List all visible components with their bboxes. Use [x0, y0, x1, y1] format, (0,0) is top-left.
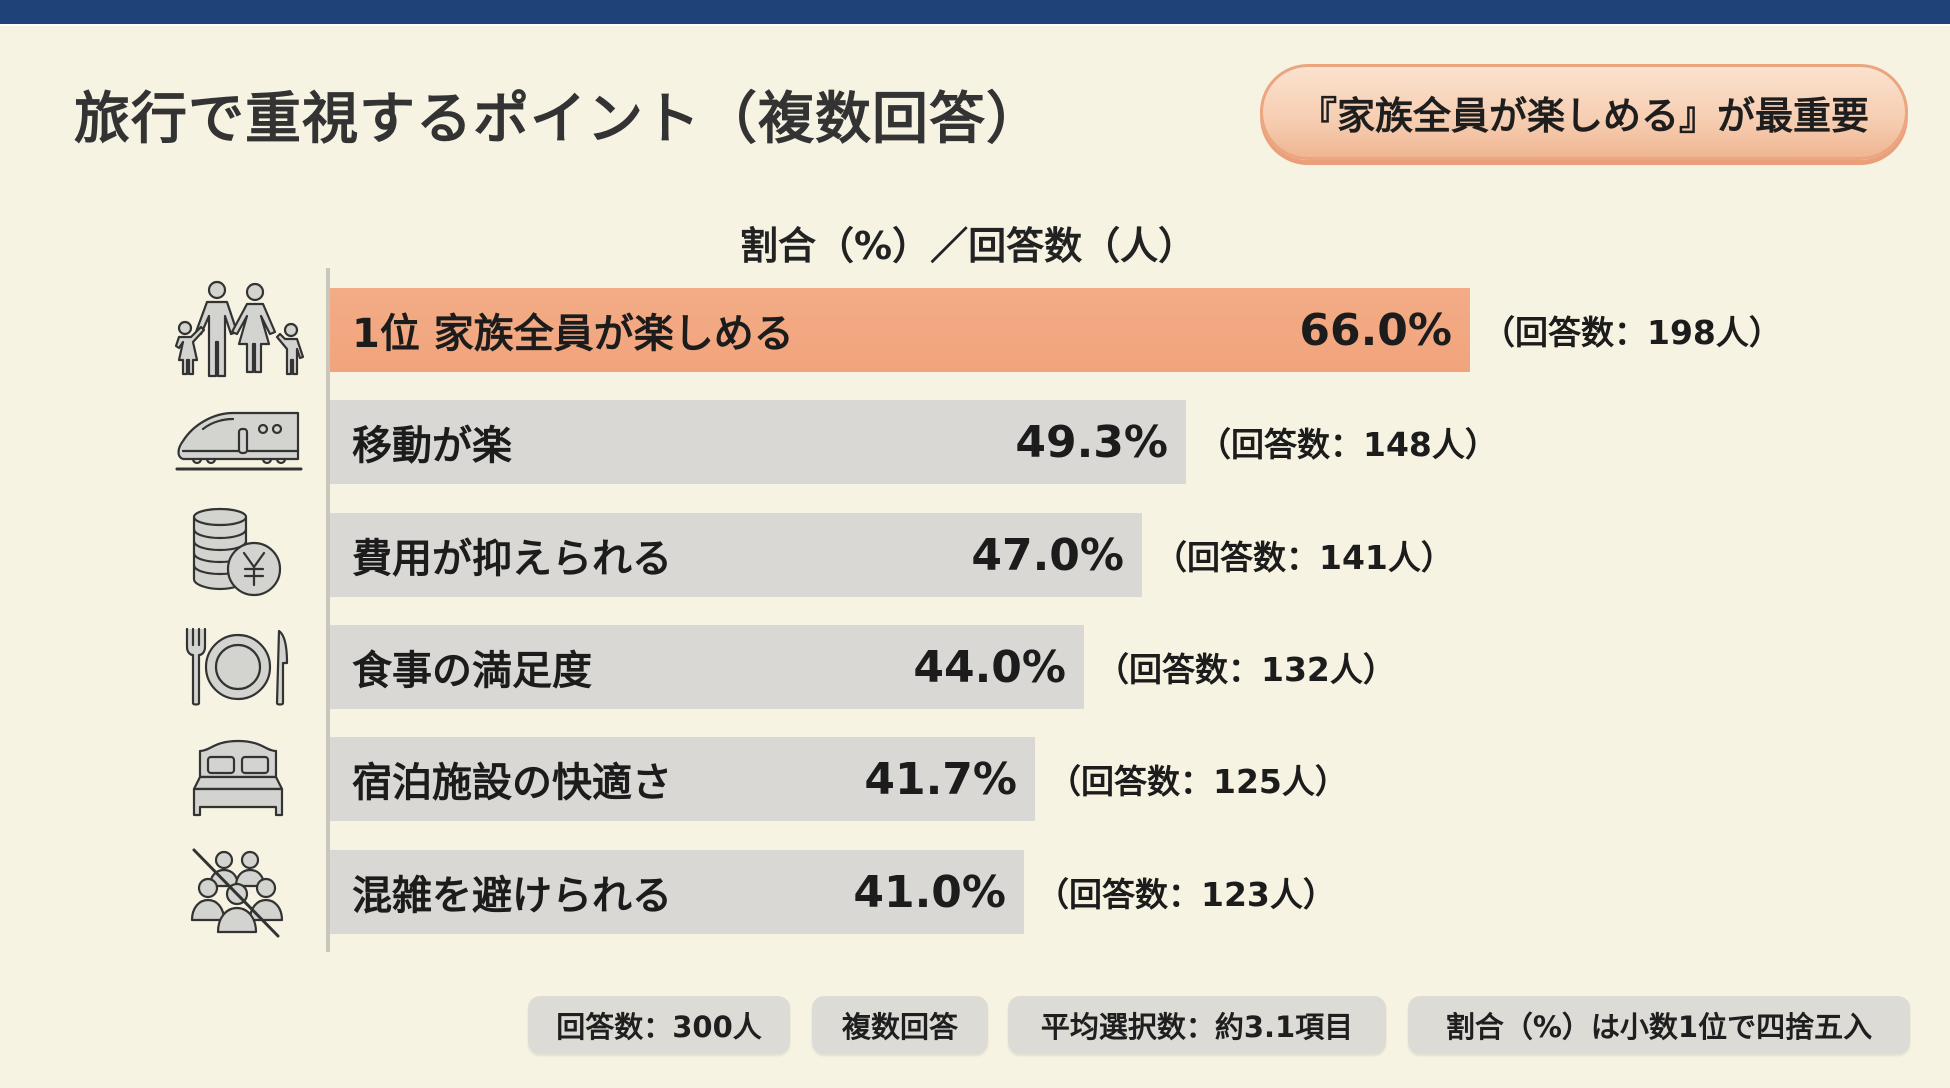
axis-line [326, 268, 330, 952]
bullet-train-icon [168, 392, 308, 492]
bar-label: 費用が抑えられる [352, 536, 672, 582]
response-count: （回答数：148人） [1198, 425, 1498, 464]
chip-average-selections: 平均選択数：約3.1項目 [1008, 996, 1386, 1054]
bar-row: 混雑を避けられる 41.0% （回答数：123人） [0, 848, 1950, 938]
yen-coins-icon [168, 505, 308, 605]
key-finding-badge: 『家族全員が楽しめる』が最重要 [1260, 64, 1908, 160]
badge-text: 『家族全員が楽しめる』が最重要 [1298, 93, 1869, 138]
bed-icon [168, 729, 308, 829]
no-crowd-icon [168, 842, 308, 942]
bar-row: 1位 家族全員が楽しめる 66.0% （回答数：198人） [0, 280, 1950, 378]
bar-label: 食事の満足度 [352, 648, 592, 694]
bar-row: 移動が楽 49.3% （回答数：148人） [0, 400, 1950, 484]
bar-label: 移動が楽 [352, 423, 512, 469]
page-title: 旅行で重視するポイント（複数回答） [74, 87, 1043, 152]
bar-value: 41.7% [864, 753, 1017, 805]
response-count: （回答数：141人） [1154, 538, 1454, 577]
bar-row: 費用が抑えられる 47.0% （回答数：141人） [0, 507, 1950, 597]
bar-value: 44.0% [913, 641, 1066, 693]
bar-label: 宿泊施設の快適さ [352, 760, 672, 806]
bar-food: 食事の満足度 44.0% [330, 625, 1084, 709]
bar-accommodation: 宿泊施設の快適さ 41.7% [330, 737, 1035, 821]
response-count: （回答数：125人） [1048, 762, 1348, 801]
chip-respondents: 回答数：300人 [528, 996, 790, 1054]
chip-multiple-answers: 複数回答 [812, 996, 988, 1054]
response-count: （回答数：198人） [1482, 313, 1782, 352]
bar-transport: 移動が楽 49.3% [330, 400, 1186, 484]
plate-cutlery-icon [168, 617, 308, 717]
bar-label: 混雑を避けられる [352, 873, 672, 919]
bar-value: 47.0% [971, 529, 1124, 581]
bar-avoid-crowds: 混雑を避けられる 41.0% [330, 850, 1024, 934]
bar-value: 41.0% [853, 866, 1006, 918]
chip-rounding-note: 割合（%）は小数1位で四捨五入 [1408, 996, 1910, 1054]
response-count: （回答数：123人） [1036, 875, 1336, 914]
footer-notes: 回答数：300人 複数回答 平均選択数：約3.1項目 割合（%）は小数1位で四捨… [0, 996, 1950, 1054]
response-count: （回答数：132人） [1096, 650, 1396, 689]
family-icon [168, 280, 308, 380]
bar-value: 49.3% [1015, 416, 1168, 468]
bar-family: 1位 家族全員が楽しめる 66.0% [330, 288, 1470, 372]
bar-row: 食事の満足度 44.0% （回答数：132人） [0, 625, 1950, 709]
bar-value: 66.0% [1299, 304, 1452, 356]
bar-row: 宿泊施設の快適さ 41.7% （回答数：125人） [0, 737, 1950, 821]
top-banner [0, 0, 1950, 26]
axis-header: 割合（%）／回答数（人） [740, 224, 1197, 268]
bar-cost: 費用が抑えられる 47.0% [330, 513, 1142, 597]
bar-label: 1位 家族全員が楽しめる [352, 311, 794, 357]
